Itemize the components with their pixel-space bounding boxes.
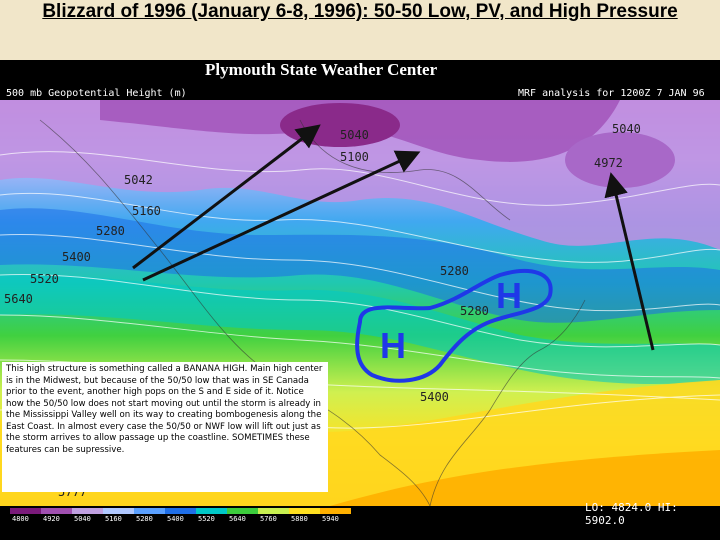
legend-swatch — [103, 508, 134, 514]
annotation-layer — [132, 124, 655, 383]
legend-swatch — [320, 508, 351, 514]
banana-high-outline — [355, 269, 553, 383]
arrow-to-pv — [142, 150, 421, 282]
highest-height-band — [330, 450, 720, 506]
lowest-height-band — [100, 100, 620, 162]
arrow-to-canada-low — [132, 124, 321, 270]
legend-swatch — [196, 508, 227, 514]
legend-swatch — [10, 508, 41, 514]
legend-swatch — [134, 508, 165, 514]
arrow-to-fifty-fifty-low — [604, 172, 655, 351]
legend-swatch — [289, 508, 320, 514]
color-legend — [10, 508, 351, 514]
map-header-bar — [0, 60, 720, 100]
legend-swatch — [72, 508, 103, 514]
slide-title: Blizzard of 1996 (January 6-8, 1996): 50… — [0, 0, 720, 62]
low-center-fifty-fifty — [565, 132, 675, 188]
legend-swatch — [227, 508, 258, 514]
legend-swatch — [165, 508, 196, 514]
weather-map: Plymouth State Weather Center 500 mb Geo… — [0, 60, 720, 540]
legend-swatch — [258, 508, 289, 514]
legend-swatch — [41, 508, 72, 514]
